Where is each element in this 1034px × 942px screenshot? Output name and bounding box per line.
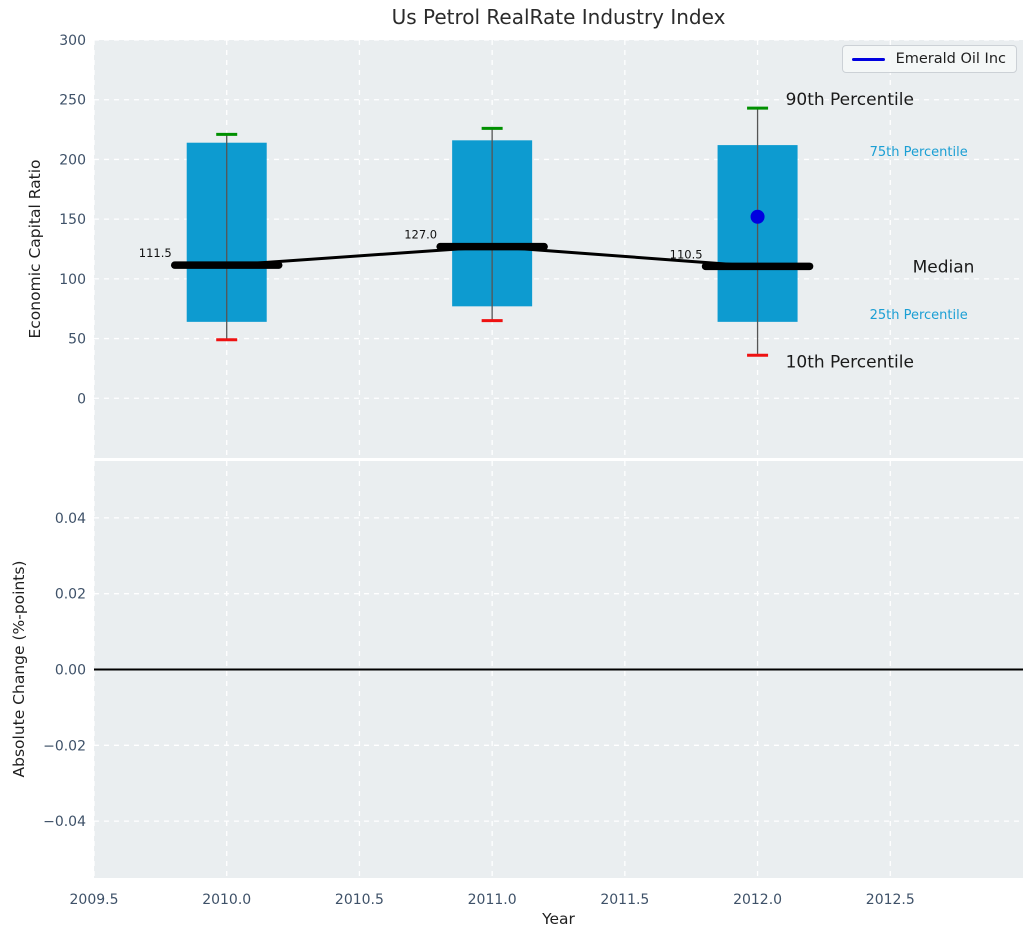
percentile-annotation: 10th Percentile [786, 352, 914, 372]
top-y-axis-label: Economic Capital Ratio [26, 159, 44, 339]
top-y-tick-label: 50 [68, 332, 86, 348]
x-tick-label: 2012.5 [866, 892, 915, 908]
legend-line-sample [851, 57, 885, 61]
percentile-annotation: 75th Percentile [870, 145, 968, 160]
top-y-tick-label: 150 [59, 212, 86, 228]
median-value-label: 110.5 [670, 247, 703, 261]
x-tick-label: 2011.5 [600, 892, 649, 908]
company-data-point [750, 209, 765, 224]
x-tick-label: 2011.0 [468, 892, 517, 908]
top-y-tick-label: 100 [59, 272, 86, 288]
top-y-tick-label: 200 [59, 152, 86, 168]
bottom-y-tick-label: 0.04 [55, 511, 86, 527]
bottom-y-tick-label: −0.04 [43, 814, 86, 830]
top-y-tick-label: 300 [59, 33, 86, 49]
top-y-tick-label: 250 [59, 93, 86, 109]
legend-label: Emerald Oil Inc [895, 51, 1006, 67]
bottom-y-tick-label: −0.02 [43, 738, 86, 754]
x-tick-label: 2009.5 [70, 892, 119, 908]
x-axis-label: Year [542, 910, 575, 928]
x-tick-label: 2012.0 [733, 892, 782, 908]
bottom-y-tick-label: 0.02 [55, 587, 86, 603]
legend: Emerald Oil Inc [841, 45, 1017, 73]
x-tick-label: 2010.0 [202, 892, 251, 908]
median-value-label: 111.5 [139, 246, 172, 260]
percentile-annotation: 25th Percentile [870, 308, 968, 323]
bottom-y-tick-label: 0.00 [55, 663, 86, 679]
chart-title: Us Petrol RealRate Industry Index [391, 5, 726, 29]
percentile-annotation: Median [913, 257, 975, 277]
bottom-y-axis-label: Absolute Change (%-points) [10, 560, 28, 778]
top-y-tick-label: 0 [77, 391, 86, 407]
x-tick-label: 2010.5 [335, 892, 384, 908]
percentile-annotation: 90th Percentile [786, 90, 914, 110]
median-value-label: 127.0 [404, 228, 437, 242]
